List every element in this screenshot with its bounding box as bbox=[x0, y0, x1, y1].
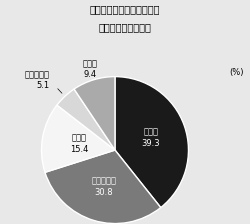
Text: 図１　前年と比べ医業収入: 図１ 前年と比べ医業収入 bbox=[90, 4, 160, 15]
Wedge shape bbox=[57, 89, 115, 150]
Wedge shape bbox=[42, 105, 115, 172]
Text: 変わらない
30.8: 変わらない 30.8 bbox=[92, 177, 116, 197]
Wedge shape bbox=[115, 77, 188, 208]
Text: わからない
5.1: わからない 5.1 bbox=[25, 70, 50, 90]
Wedge shape bbox=[74, 77, 115, 150]
Wedge shape bbox=[45, 150, 161, 224]
Text: （自由診療含む）は: （自由診療含む）は bbox=[98, 22, 152, 32]
Text: 減った
39.3: 減った 39.3 bbox=[142, 127, 161, 148]
Text: (%): (%) bbox=[229, 68, 244, 77]
Text: 無回答
9.4: 無回答 9.4 bbox=[83, 59, 98, 79]
Text: 増えた
15.4: 増えた 15.4 bbox=[70, 134, 88, 154]
